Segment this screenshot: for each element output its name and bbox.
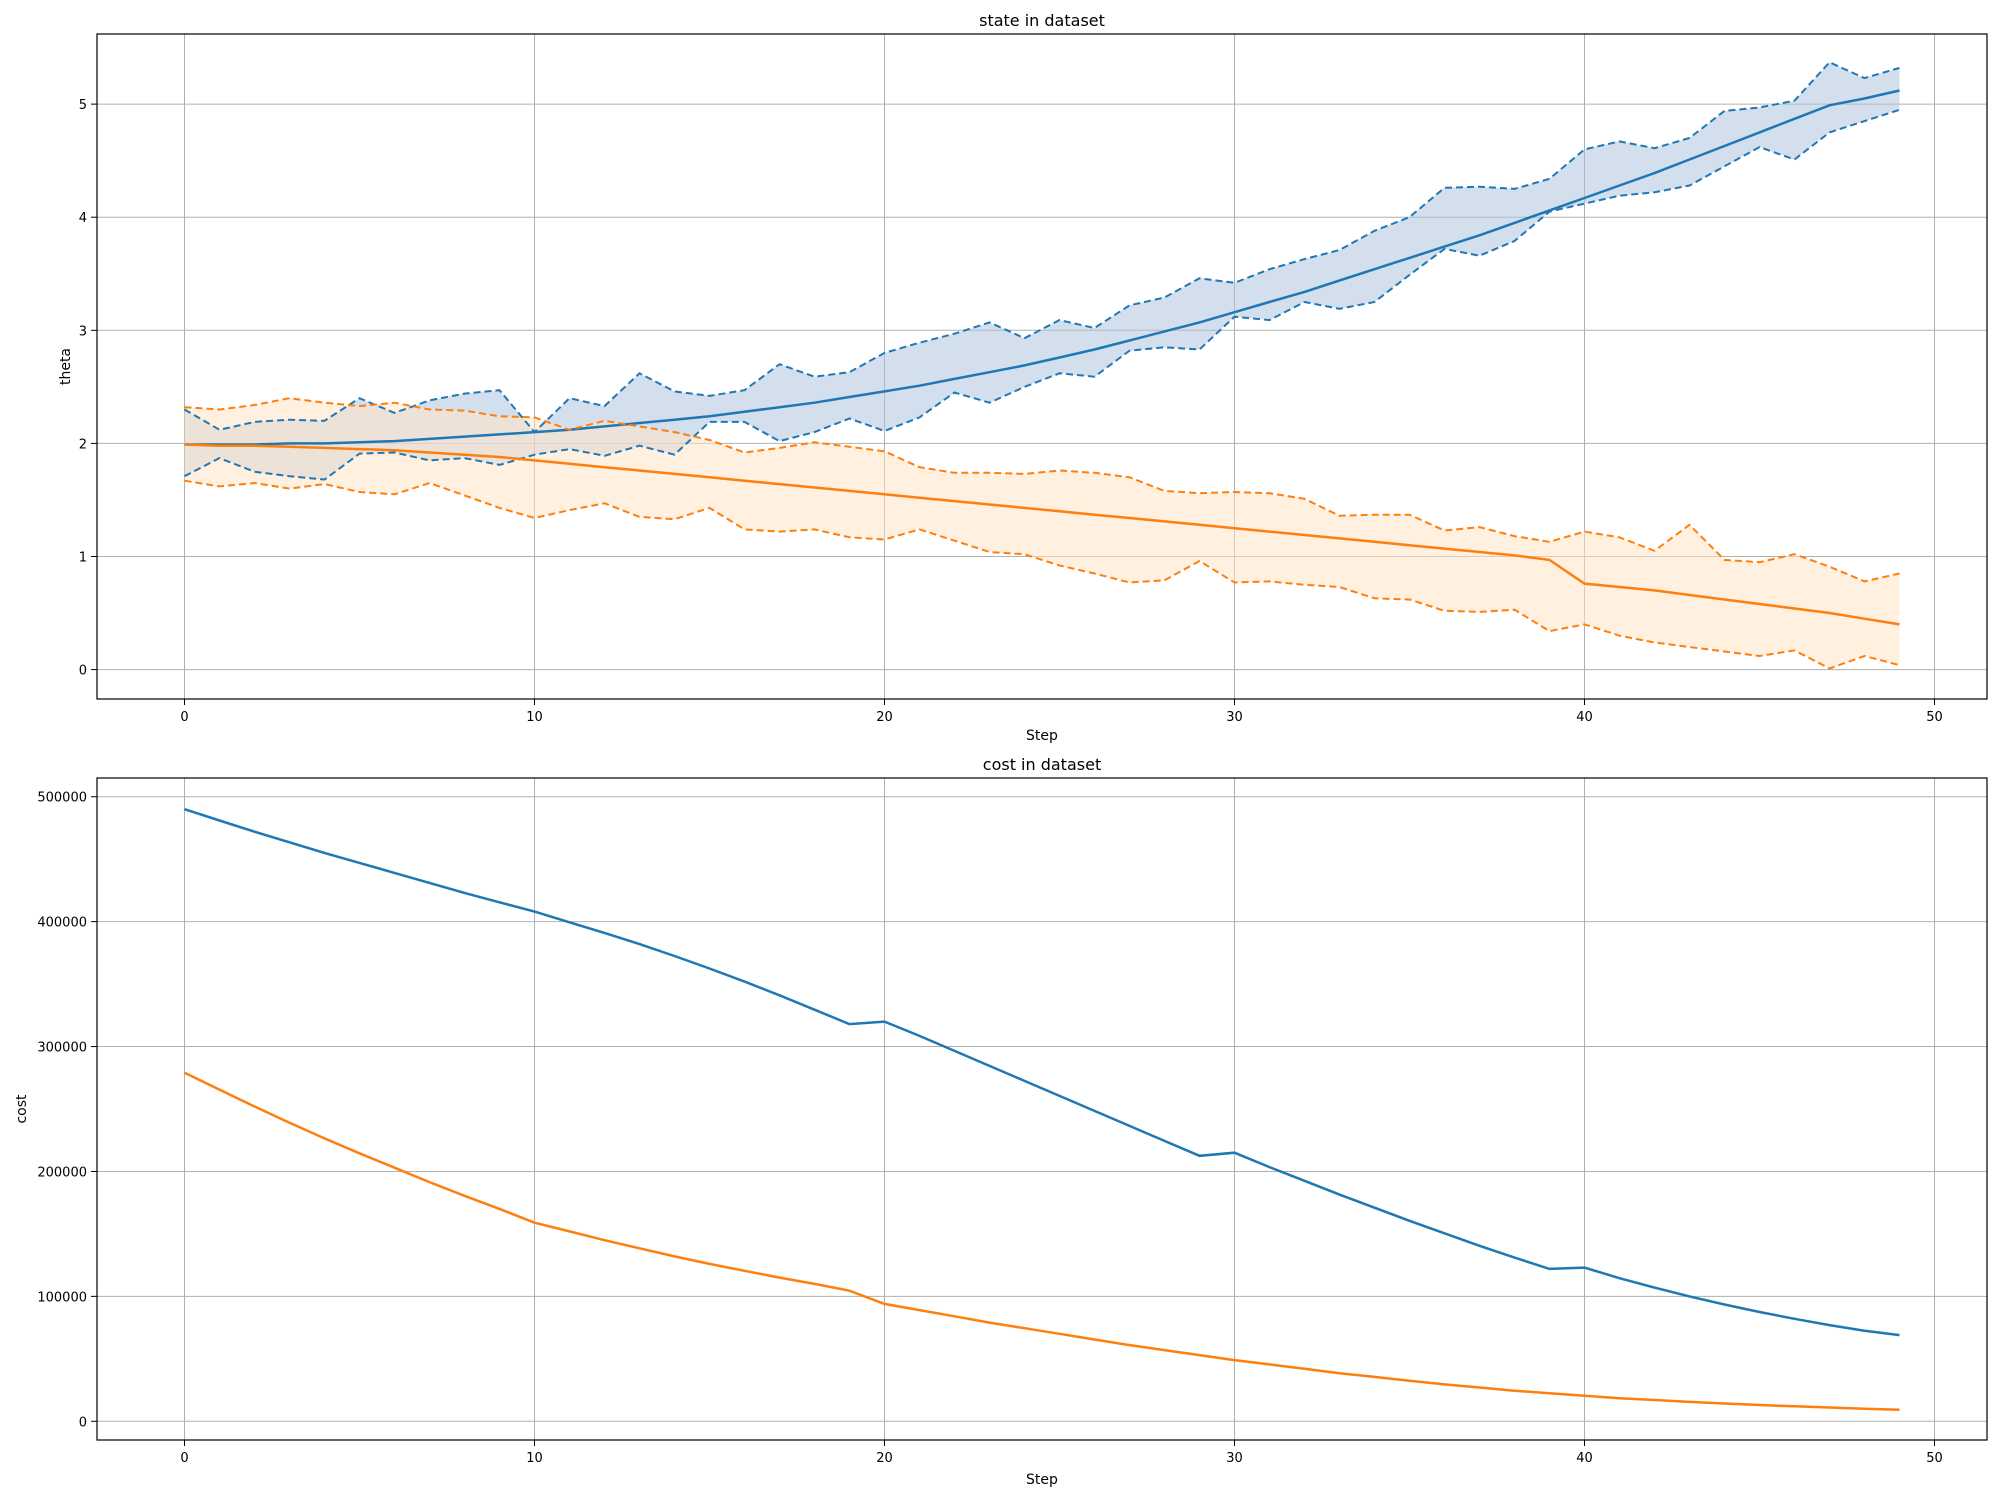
cost-y-tick-label: 100000 xyxy=(37,1290,87,1305)
state-y-tick-label: 4 xyxy=(79,211,87,226)
cost-lines xyxy=(183,808,1900,1412)
cost-series-blue-line xyxy=(184,808,1900,1337)
state-x-axis-label: Step xyxy=(1026,728,1058,744)
state-series-orange-lower-line xyxy=(184,479,1900,670)
state-series-blue-line xyxy=(184,89,1900,446)
state-x-tick-label: 0 xyxy=(180,710,188,725)
cost-plot: 0 10 20 30 40 50 0 100000 200000 300000 400000 5000… xyxy=(14,755,1988,1488)
state-ticks: 0 10 20 30 40 50 0 1 2 3 4 5 xyxy=(79,98,1943,725)
cost-x-tick-label: 40 xyxy=(1576,1451,1593,1466)
cost-x-tick-label: 20 xyxy=(876,1451,893,1466)
cost-y-tick-label: 300000 xyxy=(37,1041,87,1056)
state-y-tick-label: 3 xyxy=(79,324,87,339)
cost-chart-title: cost in dataset xyxy=(983,755,1101,774)
state-grid xyxy=(97,34,1987,699)
cost-x-tick-label: 50 xyxy=(1926,1451,1943,1466)
cost-series-orange-line xyxy=(183,1071,1900,1412)
cost-y-tick-label: 0 xyxy=(79,1415,87,1430)
cost-grid xyxy=(97,778,1987,1440)
cost-x-tick-label: 0 xyxy=(180,1451,188,1466)
cost-x-axis-label: Step xyxy=(1026,1472,1058,1488)
cost-x-tick-label: 10 xyxy=(526,1451,543,1466)
cost-ticks: 0 10 20 30 40 50 0 100000 200000 300000 400000 5000… xyxy=(37,791,1942,1466)
state-series-orange-band xyxy=(184,398,1900,669)
cost-y-tick-label: 200000 xyxy=(37,1165,87,1180)
state-y-tick-label: 2 xyxy=(79,437,87,452)
state-series-orange-upper-line xyxy=(184,397,1900,583)
cost-x-tick-label: 30 xyxy=(1226,1451,1243,1466)
state-x-tick-label: 30 xyxy=(1226,710,1243,725)
state-y-tick-label: 1 xyxy=(79,551,87,566)
state-lines xyxy=(183,61,1900,670)
state-y-tick-label: 0 xyxy=(79,664,87,679)
state-x-tick-label: 20 xyxy=(876,710,893,725)
cost-y-tick-label: 400000 xyxy=(37,916,87,931)
state-y-axis-label: theta xyxy=(58,348,74,385)
state-axes-frame xyxy=(96,33,1988,700)
state-series-orange-line xyxy=(184,443,1900,626)
state-x-tick-label: 50 xyxy=(1926,710,1943,725)
state-series-blue-lower-line xyxy=(184,108,1900,481)
state-x-tick-label: 10 xyxy=(526,710,543,725)
cost-axes-frame xyxy=(96,777,1988,1441)
cost-y-axis-label: cost xyxy=(14,1094,30,1124)
state-bands xyxy=(184,62,1900,669)
cost-y-tick-label: 500000 xyxy=(37,791,87,806)
state-series-blue-upper-line xyxy=(183,61,1900,434)
state-y-tick-label: 5 xyxy=(79,98,87,113)
state-chart-title: state in dataset xyxy=(979,11,1105,30)
state-x-tick-label: 40 xyxy=(1576,710,1593,725)
